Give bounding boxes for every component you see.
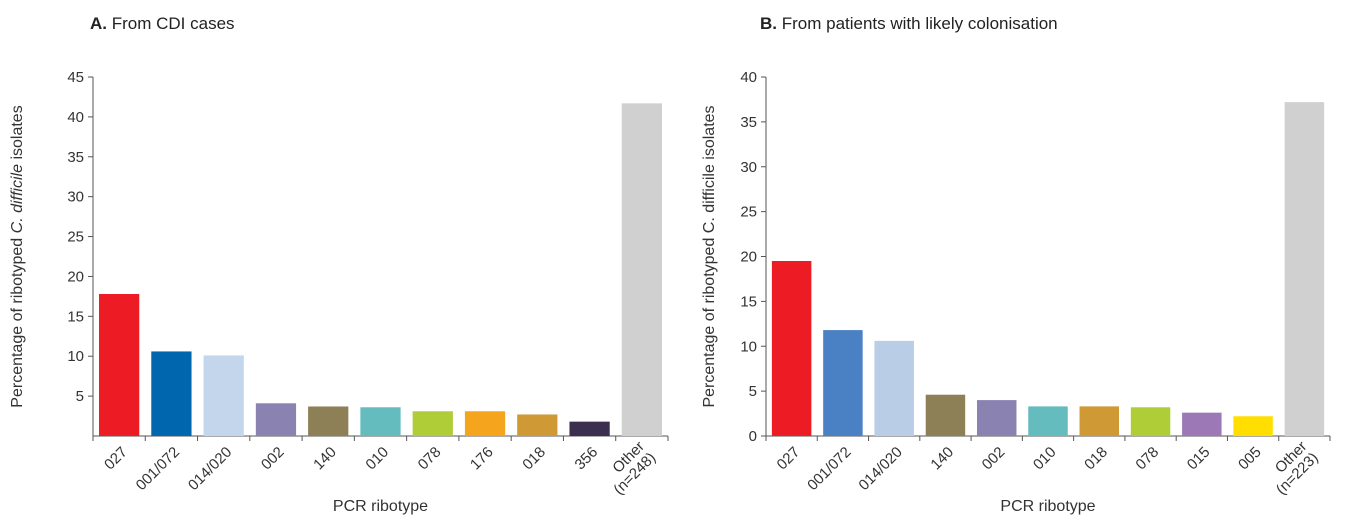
chart-a-bar-Other xyxy=(621,103,662,437)
chart-a-bar-356 xyxy=(569,421,610,436)
chart-b-x-tick-label: 002 xyxy=(979,444,1009,474)
chart-b-x-tick-label: 005 xyxy=(1235,444,1265,474)
chart-a-x-tick-label: 027 xyxy=(101,444,131,474)
chart-b-y-tick-label: 20 xyxy=(740,249,757,266)
chart-b-bar-Other xyxy=(1284,102,1325,436)
chart-b-bar-001-072 xyxy=(823,330,863,436)
chart-b-bar-140 xyxy=(925,394,966,436)
chart-b-y-tick-label: 35 xyxy=(740,114,757,131)
chart-a-x-tick-label: 140 xyxy=(310,444,340,474)
chart-a-bar-002 xyxy=(255,403,297,436)
chart-b-x-tick-label: 140 xyxy=(927,444,957,474)
chart-a-x-tick-label: 356 xyxy=(572,444,602,474)
chart-b-bar-010 xyxy=(1028,406,1068,436)
chart-a-bar-027 xyxy=(99,293,140,436)
chart-b-y-tick-label: 40 xyxy=(740,69,757,86)
chart-b-y-tick-label: 5 xyxy=(749,383,757,400)
chart-a-y-tick-label: 35 xyxy=(67,149,84,166)
panel-b-title-text: From patients with likely colonisation xyxy=(781,14,1058,33)
chart-a-x-tick-label: 018 xyxy=(519,444,549,474)
chart-a-x-tick-label: 010 xyxy=(362,444,392,474)
chart-a-x-tick-label: 014/020 xyxy=(185,444,235,494)
chart-b-x-tick-label: 010 xyxy=(1030,444,1060,474)
chart-a-bar-014-020 xyxy=(203,355,244,436)
chart-b-bar-015 xyxy=(1182,412,1222,436)
chart-a-y-tick-label: 40 xyxy=(67,109,84,126)
panel-a-title: A. From CDI cases xyxy=(90,14,235,34)
chart-a-x-tick-label: 001/072 xyxy=(133,444,183,494)
chart-b-y-axis-title: Percentage of ribotyped C. difficile iso… xyxy=(701,105,718,407)
chart-b-bar-014-020 xyxy=(874,340,914,436)
chart-a-y-tick-label: 10 xyxy=(67,348,84,365)
chart-a-bar-010 xyxy=(360,407,401,436)
chart-a-y-tick-label: 15 xyxy=(67,308,84,325)
chart-a-y-tick-label: 30 xyxy=(67,189,84,206)
chart-b-y-tick-label: 25 xyxy=(740,204,757,221)
chart-a-svg: 5 10 15 20 25 30 35 40 45 027 001/072 014/020 002 140… xyxy=(9,69,669,515)
chart-a-x-tick-label: 002 xyxy=(258,444,288,474)
chart-b-x-tick-label: 014/020 xyxy=(855,444,905,494)
chart-b-y-tick-label: 10 xyxy=(740,338,757,355)
chart-b-x-tick-label: 027 xyxy=(774,444,804,474)
chart-b-y-tick-label: 15 xyxy=(740,293,757,310)
panel-b-letter: B. xyxy=(760,14,777,33)
chart-a-bar-140 xyxy=(308,406,349,436)
chart-a-y-tick-label: 5 xyxy=(76,388,84,405)
chart-a-y-tick-label: 25 xyxy=(67,229,84,246)
chart-b-y-tick-label: 30 xyxy=(740,159,757,176)
panel-a-title-text: From CDI cases xyxy=(111,14,235,33)
panel-b-title: B. From patients with likely colonisatio… xyxy=(760,14,1058,34)
chart-b-bar-005 xyxy=(1233,416,1273,436)
chart-a-y-tick-label: 20 xyxy=(67,268,84,285)
chart-b-y-tick-label: 0 xyxy=(749,428,757,445)
chart-a-y-tick-label: 45 xyxy=(67,69,84,86)
chart-a-bar-001-072 xyxy=(151,351,192,436)
chart-a-bar-176 xyxy=(464,411,506,436)
chart-b-bar-078 xyxy=(1130,407,1171,436)
chart-b-x-tick-label: 078 xyxy=(1132,444,1162,474)
chart-a-bar-018 xyxy=(517,414,558,436)
chart-b-x-tick-label: 015 xyxy=(1184,444,1214,474)
chart-b-bar-018 xyxy=(1079,406,1120,436)
chart-a-x-tick-label: 176 xyxy=(467,444,497,474)
chart-a-x-tick-label: Other(n=248) xyxy=(599,438,659,498)
panel-a-letter: A. xyxy=(90,14,107,33)
chart-b-x-axis-title: PCR ribotype xyxy=(1000,498,1095,515)
panel-a: A. From CDI cases 5 10 15 20 25 30 35 40 45 027 00… xyxy=(9,14,669,515)
chart-b-bar-027 xyxy=(771,260,812,436)
chart-a-x-axis-title: PCR ribotype xyxy=(333,498,428,515)
chart-a-bar-078 xyxy=(412,411,453,436)
chart-b-svg: 0 5 10 15 20 25 30 35 40 027 001/072 014/020 140 002 0… xyxy=(701,69,1331,515)
chart-b-x-tick-label: 001/072 xyxy=(804,444,854,494)
chart-a-x-tick-label: 078 xyxy=(415,444,445,474)
chart-b-x-tick-label: Other(n=223) xyxy=(1261,438,1321,498)
chart-a-y-axis-title: Percentage of ribotyped C. difficile iso… xyxy=(9,105,26,407)
chart-b-bar-002 xyxy=(976,400,1017,436)
panel-b: B. From patients with likely colonisatio… xyxy=(680,0,1349,521)
chart-b-x-tick-label: 018 xyxy=(1081,444,1111,474)
